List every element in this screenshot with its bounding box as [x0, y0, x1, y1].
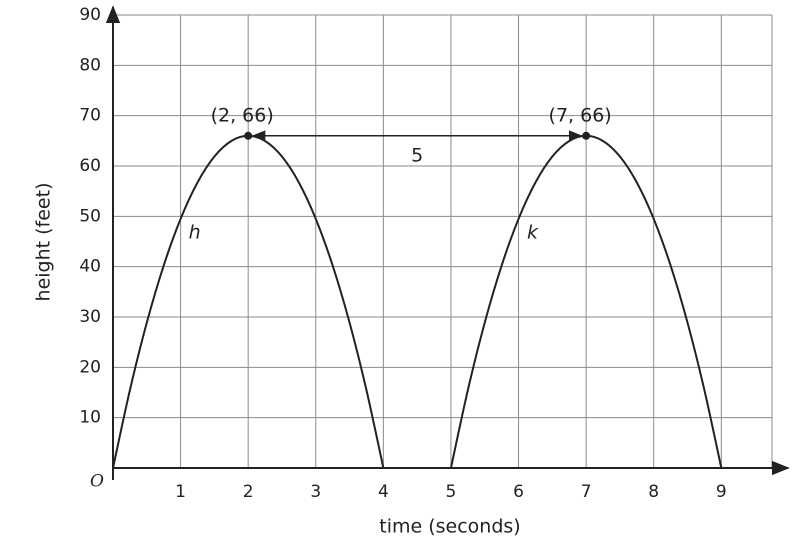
x-tick-label: 3 [310, 482, 321, 502]
x-tick-label: 7 [581, 482, 592, 502]
y-tick-label: 40 [79, 257, 101, 277]
curve-label: k [527, 221, 539, 243]
y-tick-label: 10 [79, 408, 101, 428]
x-tick-label: 1 [175, 482, 186, 502]
y-tick-label: 50 [79, 206, 101, 226]
x-tick-label: 8 [648, 482, 659, 502]
y-axis-title: height (feet) [33, 183, 55, 302]
x-tick-label: 4 [378, 482, 389, 502]
y-tick-label: 70 [79, 106, 101, 126]
point [244, 131, 253, 140]
y-tick-label: 80 [79, 55, 101, 75]
y-tick-label: 60 [79, 156, 101, 176]
x-tick-label: 2 [243, 482, 254, 502]
point-label: (2, 66) [211, 104, 274, 126]
y-tick-label: 90 [79, 5, 101, 25]
origin-label: O [90, 472, 104, 492]
x-tick-label: 9 [716, 482, 727, 502]
x-axis-title: time (seconds) [379, 516, 520, 538]
y-tick-label: 20 [79, 357, 101, 377]
x-tick-label: 5 [446, 482, 457, 502]
distance-label: 5 [411, 144, 423, 166]
point [582, 131, 591, 140]
curve-label: h [189, 221, 201, 243]
x-tick-label: 6 [513, 482, 524, 502]
y-tick-label: 30 [79, 307, 101, 327]
point-label: (7, 66) [549, 104, 612, 126]
